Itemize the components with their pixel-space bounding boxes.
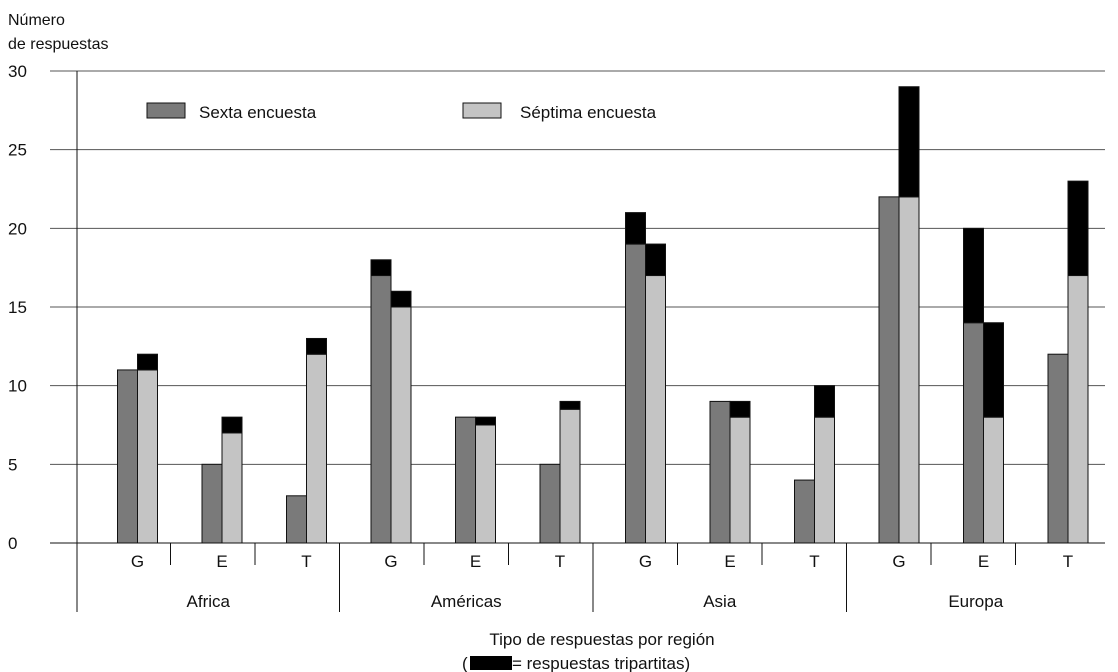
x-axis-note-text: = respuestas tripartitas) bbox=[512, 654, 690, 672]
bar-sexta bbox=[709, 400, 731, 544]
x-tick-label: T bbox=[809, 552, 819, 571]
legend-swatch-septima bbox=[462, 102, 502, 119]
y-tick-label: 0 bbox=[8, 534, 17, 553]
bar-septima bbox=[645, 275, 666, 544]
region-label: Europa bbox=[948, 592, 1003, 611]
x-tick-label: E bbox=[470, 552, 481, 571]
bar-septima-tripartite bbox=[306, 337, 327, 355]
legend-swatch-sexta bbox=[146, 102, 186, 119]
x-tick-label: E bbox=[978, 552, 989, 571]
y-tick-label: 10 bbox=[8, 377, 27, 396]
bar-septima bbox=[390, 306, 412, 544]
x-tick-label: G bbox=[639, 552, 652, 571]
bar-septima-tripartite bbox=[645, 243, 666, 277]
bar-sexta bbox=[201, 463, 223, 544]
bar-septima-tripartite bbox=[1067, 180, 1089, 277]
x-tick-label: T bbox=[555, 552, 565, 571]
bar-septima-tripartite bbox=[221, 416, 243, 434]
bar-sexta bbox=[286, 495, 307, 544]
y-tick-labels: 0 5 10 15 20 25 30 bbox=[8, 62, 27, 553]
axes bbox=[50, 71, 1105, 612]
bar-sexta bbox=[1047, 353, 1069, 544]
bar-sexta bbox=[117, 369, 138, 544]
x-tick-label: G bbox=[131, 552, 144, 571]
region-label: Africa bbox=[187, 592, 231, 611]
x-tick-label: E bbox=[724, 552, 735, 571]
bar-sexta-tripartite bbox=[370, 259, 392, 277]
tripartite-swatch bbox=[470, 656, 512, 670]
y-axis-title-line-1: Número bbox=[8, 12, 65, 29]
bar-sexta bbox=[539, 463, 561, 544]
region-label: Américas bbox=[431, 592, 502, 611]
y-tick-label: 15 bbox=[8, 298, 27, 317]
bar-septima bbox=[729, 416, 751, 544]
bar-septima-tripartite bbox=[390, 290, 412, 308]
x-tick-label: E bbox=[216, 552, 227, 571]
x-axis-title: Tipo de respuestas por región bbox=[489, 630, 714, 649]
bar-sexta bbox=[878, 196, 900, 544]
bar-sexta-tripartite bbox=[963, 227, 984, 324]
region-labels: Africa Américas Asia Europa bbox=[187, 592, 1004, 611]
bar-septima bbox=[814, 416, 835, 544]
bar-septima bbox=[983, 416, 1004, 544]
x-tick-label: G bbox=[384, 552, 397, 571]
legend: Sexta encuesta Séptima encuesta bbox=[146, 102, 657, 122]
x-axis-note-open-paren: ( bbox=[462, 654, 468, 672]
bar-septima bbox=[898, 196, 920, 544]
bar-septima-tripartite bbox=[898, 86, 920, 198]
y-tick-label: 30 bbox=[8, 62, 27, 81]
gridlines bbox=[50, 70, 1105, 465]
y-tick-label: 20 bbox=[8, 219, 27, 238]
bar-sexta bbox=[963, 322, 984, 544]
bar-sexta bbox=[455, 416, 476, 544]
x-axis-note: ( = respuestas tripartitas) bbox=[462, 654, 690, 672]
bar-septima-tripartite bbox=[475, 416, 496, 426]
bar-septima-tripartite bbox=[814, 385, 835, 418]
bar-septima-tripartite bbox=[137, 353, 158, 371]
y-axis-title-line-2: de respuestas bbox=[8, 36, 109, 53]
y-tick-label: 25 bbox=[8, 141, 27, 160]
bar-septima-tripartite bbox=[729, 400, 751, 418]
legend-label-sexta: Sexta encuesta bbox=[199, 103, 317, 122]
bar-septima bbox=[559, 408, 581, 544]
legend-label-septima: Séptima encuesta bbox=[520, 103, 657, 122]
bar-septima bbox=[306, 353, 327, 544]
bar-septima bbox=[221, 432, 243, 544]
x-tick-label: T bbox=[1063, 552, 1073, 571]
region-label: Asia bbox=[703, 592, 737, 611]
x-tick-label: T bbox=[301, 552, 311, 571]
bar-septima bbox=[475, 424, 496, 544]
bar-septima bbox=[1067, 275, 1089, 544]
bar-septima-tripartite bbox=[983, 322, 1004, 418]
bar-sexta bbox=[794, 479, 815, 544]
bar-sexta-tripartite bbox=[625, 212, 646, 245]
x-tick-label: G bbox=[892, 552, 905, 571]
bar-sexta bbox=[370, 275, 392, 544]
bar-septima bbox=[137, 369, 158, 544]
bar-septima-tripartite bbox=[559, 400, 581, 410]
bar-sexta bbox=[625, 243, 646, 544]
y-tick-label: 5 bbox=[8, 455, 17, 474]
bars bbox=[117, 86, 1089, 544]
